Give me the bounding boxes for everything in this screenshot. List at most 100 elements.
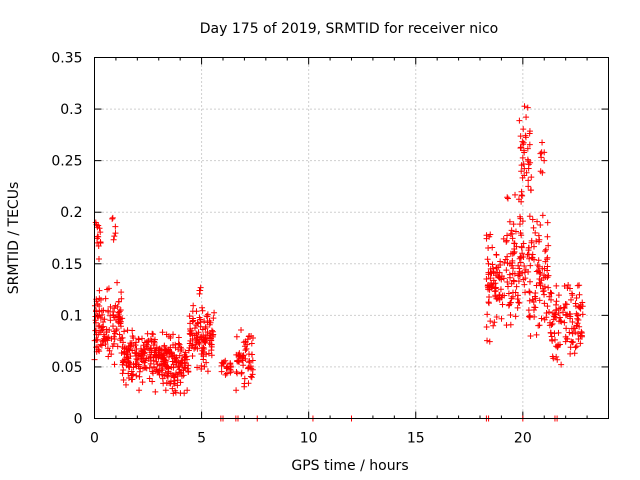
- data-point: [120, 367, 127, 374]
- data-point: [579, 303, 586, 310]
- data-point: [550, 316, 557, 323]
- data-point: [222, 357, 229, 364]
- data-point: [535, 232, 542, 239]
- data-point: [236, 359, 243, 366]
- data-point: [111, 233, 118, 240]
- data-point: [127, 361, 134, 368]
- data-point: [135, 352, 142, 359]
- data-point: [96, 302, 103, 309]
- data-point: [503, 237, 510, 244]
- data-point: [487, 318, 494, 325]
- data-point: [541, 300, 548, 307]
- data-point: [504, 195, 511, 202]
- data-point: [240, 352, 247, 359]
- data-point: [517, 133, 524, 140]
- data-point: [249, 357, 256, 364]
- data-point: [163, 379, 170, 386]
- data-point: [554, 356, 561, 363]
- data-point: [523, 169, 530, 176]
- x-tick-label: 10: [300, 431, 318, 447]
- data-point: [204, 329, 211, 336]
- data-point: [140, 358, 147, 365]
- data-point: [538, 315, 545, 322]
- data-point: [565, 281, 572, 288]
- y-tick-label: 0.3: [60, 102, 82, 118]
- data-point: [146, 375, 153, 382]
- data-point: [246, 359, 253, 366]
- data-point: [546, 293, 553, 300]
- data-point: [548, 290, 555, 297]
- data-point: [129, 376, 136, 383]
- data-point: [164, 372, 171, 379]
- data-point: [515, 299, 522, 306]
- data-point: [196, 337, 203, 344]
- data-point: [168, 353, 175, 360]
- data-point: [483, 275, 490, 282]
- data-point: [506, 218, 513, 225]
- data-point: [144, 330, 151, 337]
- data-point: [163, 357, 169, 364]
- y-axis-tick-labels: 0 0.05 0.1 0.15 0.2 0.25 0.3 0.35: [51, 51, 82, 428]
- y-tick-label: 0.35: [51, 51, 82, 67]
- data-point: [101, 316, 108, 323]
- data-point: [170, 390, 177, 397]
- data-point: [526, 288, 533, 295]
- data-point: [177, 390, 184, 397]
- data-point: [555, 292, 562, 299]
- data-point: [510, 277, 517, 284]
- data-point: [563, 325, 570, 332]
- data-point: [186, 313, 193, 320]
- data-point: [553, 343, 560, 350]
- data-point: [542, 246, 549, 253]
- data-point: [196, 287, 203, 294]
- data-point: [191, 325, 198, 332]
- data-point: [169, 385, 176, 392]
- data-point: [502, 256, 509, 263]
- data-point: [564, 285, 571, 292]
- data-point: [508, 227, 515, 234]
- data-point: [186, 330, 193, 337]
- data-point: [167, 350, 174, 357]
- data-point: [483, 324, 490, 331]
- data-point: [484, 311, 491, 318]
- data-point: [168, 349, 175, 356]
- data-point: [490, 280, 497, 287]
- data-point: [485, 282, 492, 289]
- data-point: [185, 368, 192, 375]
- data-point: [128, 368, 135, 375]
- data-point: [218, 359, 225, 366]
- data-point: [496, 296, 503, 303]
- data-point: [104, 345, 111, 352]
- data-point: [515, 196, 522, 203]
- data-point: [572, 329, 579, 336]
- data-point: [573, 343, 580, 350]
- data-point: [537, 222, 544, 229]
- data-point: [177, 347, 184, 354]
- data-point: [507, 321, 514, 328]
- data-point: [119, 315, 126, 322]
- data-point: [141, 346, 148, 353]
- data-point: [562, 338, 569, 345]
- data-point: [545, 284, 552, 291]
- data-point: [136, 387, 143, 394]
- data-point: [576, 304, 583, 311]
- data-point: [241, 375, 248, 382]
- data-point: [103, 329, 110, 336]
- data-point: [95, 331, 102, 338]
- data-point: [533, 282, 540, 289]
- data-point: [576, 291, 583, 298]
- data-point: [189, 352, 196, 359]
- data-point: [96, 287, 103, 294]
- data-point: [183, 356, 190, 363]
- data-point: [553, 353, 560, 360]
- data-point: [527, 262, 534, 269]
- data-point: [159, 329, 166, 336]
- plot-frame: [94, 57, 609, 419]
- data-point: [242, 347, 249, 354]
- data-point: [555, 309, 562, 316]
- data-point: [115, 309, 122, 316]
- data-point: [141, 339, 148, 346]
- data-point: [520, 240, 527, 247]
- data-point: [148, 345, 155, 352]
